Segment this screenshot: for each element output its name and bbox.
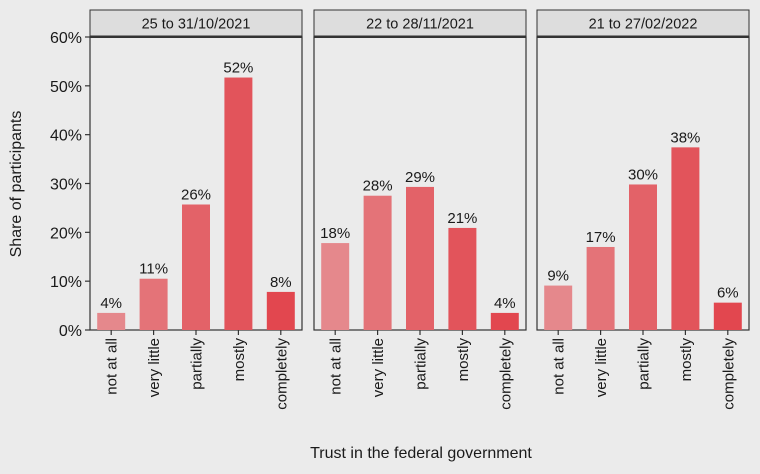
bar	[224, 77, 253, 330]
bar	[321, 243, 350, 330]
y-tick-label: 0%	[59, 323, 82, 340]
bar-value-label: 11%	[139, 261, 168, 278]
y-tick-label: 50%	[50, 79, 82, 96]
x-tick-label: mostly	[455, 338, 472, 382]
bar-value-label: 28%	[363, 178, 393, 195]
bar-value-label: 29%	[405, 169, 435, 186]
panel-strip	[536, 9, 750, 37]
bar	[266, 291, 295, 330]
x-tick-label: completely	[497, 338, 514, 410]
y-tick-label: 40%	[50, 128, 82, 145]
bar	[448, 227, 477, 330]
bar-value-label: 4%	[100, 295, 122, 312]
bar-value-label: 6%	[717, 285, 739, 302]
bar	[586, 246, 615, 330]
bar	[97, 312, 126, 330]
panel-title: 21 to 27/02/2022	[589, 17, 698, 33]
bar	[139, 278, 168, 330]
x-axis-title: Trust in the federal government	[310, 445, 532, 462]
x-tick-label: partially	[413, 338, 430, 390]
bar	[182, 204, 210, 330]
x-tick-label: not at all	[328, 338, 345, 395]
bar	[713, 302, 742, 330]
x-tick-label: very little	[593, 338, 610, 397]
bar-value-label: 30%	[628, 166, 658, 183]
bar-value-label: 21%	[447, 210, 477, 227]
x-tick-label: not at all	[551, 338, 568, 395]
x-tick-label: completely	[273, 338, 290, 410]
x-tick-label: partially	[636, 338, 653, 390]
bar-value-label: 17%	[586, 229, 616, 246]
bar-value-label: 4%	[494, 295, 516, 312]
bar-value-label: 8%	[270, 274, 292, 291]
x-tick-label: very little	[370, 338, 387, 397]
panel-title: 22 to 28/11/2021	[366, 17, 474, 33]
bar	[490, 312, 519, 330]
bar	[406, 186, 434, 330]
y-tick-label: 10%	[50, 274, 82, 291]
y-tick-label: 30%	[50, 177, 82, 194]
x-tick-label: very little	[146, 338, 163, 397]
bar-value-label: 9%	[547, 268, 569, 285]
bar-value-label: 52%	[223, 60, 253, 77]
y-tick-label: 60%	[50, 30, 82, 47]
bar	[363, 195, 392, 330]
bar	[544, 285, 573, 330]
bar-value-label: 18%	[320, 225, 350, 242]
x-tick-label: completely	[720, 338, 737, 410]
y-tick-label: 20%	[50, 225, 82, 242]
x-tick-label: mostly	[231, 338, 248, 382]
x-tick-label: partially	[189, 338, 206, 390]
bar-value-label: 26%	[181, 186, 211, 203]
bar	[671, 147, 700, 330]
y-axis-title: Share of participants	[8, 111, 25, 258]
bar-value-label: 38%	[670, 129, 700, 146]
x-tick-label: mostly	[678, 338, 695, 382]
bar	[629, 184, 657, 330]
x-tick-label: not at all	[104, 338, 121, 395]
panel-title: 25 to 31/10/2021	[142, 17, 251, 33]
